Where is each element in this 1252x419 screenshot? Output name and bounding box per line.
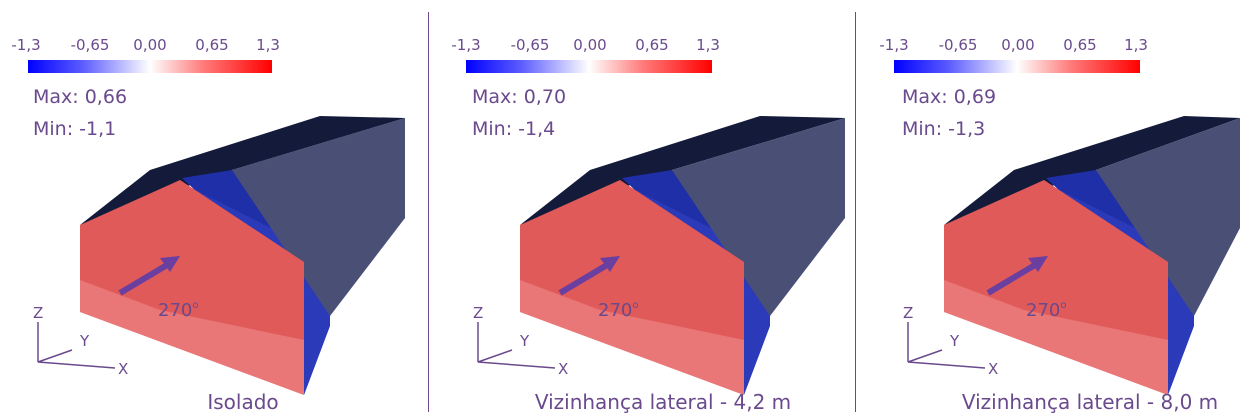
- wind-arrow: [118, 259, 174, 296]
- wind-arrow-head: [160, 256, 180, 272]
- divider: [855, 12, 856, 412]
- axis-y-label: Y: [520, 332, 530, 350]
- colorbar-tick: 0,65: [635, 36, 669, 54]
- axis-y-label: Y: [950, 332, 960, 350]
- wind-arrow: [986, 259, 1042, 296]
- colorbar-tick: 0,65: [1063, 36, 1097, 54]
- axis-x-label: X: [558, 360, 569, 378]
- colorbar-tick: 1,3: [696, 36, 720, 54]
- divider: [428, 12, 429, 412]
- panel-caption: Vizinhança lateral - 8,0 m: [961, 390, 1219, 414]
- wind-unit: o: [1060, 300, 1067, 311]
- axis-x-label: X: [988, 360, 999, 378]
- colorbar: [894, 60, 1140, 73]
- colorbar-tick: 0,65: [195, 36, 229, 54]
- axis-y-label: Y: [80, 332, 90, 350]
- colorbar-tick: 1,3: [256, 36, 280, 54]
- wind-direction-label: 270o: [1026, 300, 1066, 321]
- building: [520, 116, 845, 395]
- wind-arrow-head: [600, 256, 620, 272]
- colorbar-tick: -1,3: [879, 36, 909, 54]
- front-face-light: [944, 280, 1168, 395]
- side-gray: [672, 118, 845, 316]
- axis-x-label: X: [118, 360, 129, 378]
- building-pressure-model: [907, 116, 1240, 395]
- front-face-light: [520, 280, 744, 395]
- wind-angle: 270: [1026, 300, 1061, 321]
- colorbar-tick: 0,00: [1001, 36, 1035, 54]
- wind-direction-label: 270o: [158, 300, 198, 321]
- panel-vizinhanca-4-2: -1,3 -0,65 0,00 0,65 1,3 Max: 0,70 Min: …: [426, 0, 845, 419]
- axis-triad: [477, 322, 556, 369]
- front-face-light: [80, 280, 304, 395]
- side-gray: [1096, 118, 1240, 316]
- colorbar-tick: -0,65: [510, 36, 550, 54]
- axis-z-label: Z: [903, 304, 914, 322]
- colorbar-tick: -0,65: [938, 36, 978, 54]
- wind-unit: o: [192, 300, 199, 311]
- wind-angle: 270: [158, 300, 193, 321]
- roof-dark: [520, 116, 845, 225]
- building: [944, 116, 1240, 395]
- axis-z-label: Z: [473, 304, 484, 322]
- panel-caption: Isolado: [207, 390, 279, 414]
- building-pressure-model: [37, 116, 405, 395]
- min-value: Min: -1,1: [33, 118, 117, 140]
- max-value: Max: 0,70: [472, 86, 567, 108]
- colorbar-tick: -0,65: [70, 36, 110, 54]
- axis-triad: [37, 322, 116, 369]
- roof-dark: [80, 116, 405, 225]
- max-value: Max: 0,66: [33, 86, 128, 108]
- axis-triad: [907, 322, 986, 369]
- building: [80, 116, 405, 395]
- wind-unit: o: [632, 300, 639, 311]
- side-gray: [232, 118, 405, 316]
- min-value: Min: -1,3: [902, 118, 986, 140]
- colorbar-tick: -1,3: [451, 36, 481, 54]
- panel-isolado: -1,3 -0,65 0,00 0,65 1,3 Max: 0,66 Min: …: [0, 0, 417, 419]
- wind-arrow: [558, 259, 614, 296]
- wind-direction-label: 270o: [598, 300, 638, 321]
- panel-vizinhanca-8-0: -1,3 -0,65 0,00 0,65 1,3 Max: 0,69 Min: …: [852, 0, 1252, 419]
- building-pressure-model: [477, 116, 845, 395]
- colorbar-tick: -1,3: [11, 36, 41, 54]
- colorbar: [28, 60, 272, 73]
- colorbar: [466, 60, 712, 73]
- min-value: Min: -1,4: [472, 118, 556, 140]
- colorbar-tick: 1,3: [1124, 36, 1148, 54]
- wind-angle: 270: [598, 300, 633, 321]
- colorbar-tick: 0,00: [573, 36, 607, 54]
- panel-caption: Vizinhança lateral - 4,2 m: [534, 390, 792, 414]
- axis-z-label: Z: [33, 304, 44, 322]
- colorbar-tick: 0,00: [133, 36, 167, 54]
- max-value: Max: 0,69: [902, 86, 997, 108]
- wind-arrow-head: [1028, 256, 1048, 272]
